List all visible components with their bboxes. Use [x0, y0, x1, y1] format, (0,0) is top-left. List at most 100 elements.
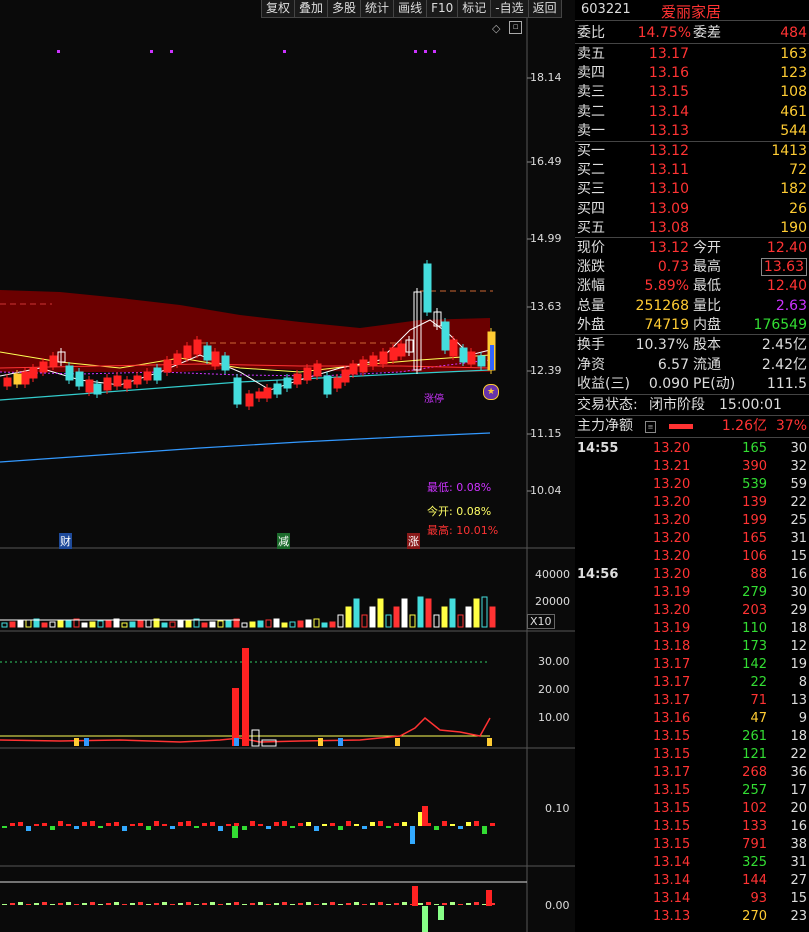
- volume-bar: [177, 620, 184, 628]
- ind2-bar: [242, 826, 247, 830]
- candle-body: [477, 355, 486, 367]
- f10-button[interactable]: F10: [426, 0, 459, 18]
- tick-volume: 261: [742, 729, 767, 744]
- tick-count: 30: [790, 441, 807, 456]
- tick-row[interactable]: 13.20 539 59: [575, 476, 809, 494]
- ask-level[interactable]: 卖三 13.15 108: [575, 83, 809, 102]
- ma-line: [0, 351, 491, 373]
- bid-level[interactable]: 买一 13.12 1413: [575, 142, 809, 161]
- tick-row[interactable]: 13.14 325 31: [575, 854, 809, 872]
- tick-row[interactable]: 13.20 165 31: [575, 530, 809, 548]
- quote-label2: 内盘: [693, 316, 721, 333]
- ind3-bar: [130, 903, 135, 905]
- tick-time: 14:56: [577, 567, 619, 582]
- ind3-bar: [426, 902, 431, 905]
- tick-row[interactable]: 13.17 142 19: [575, 656, 809, 674]
- overlay-button[interactable]: 叠加: [294, 0, 329, 18]
- draw-line-button[interactable]: 画线: [393, 0, 428, 18]
- ask-level[interactable]: 卖二 13.14 461: [575, 103, 809, 122]
- ind3-bar: [106, 903, 111, 905]
- back-button[interactable]: 返回: [527, 0, 562, 18]
- ind2-bar: [422, 806, 428, 826]
- tick-volume: 144: [742, 873, 767, 888]
- tick-row[interactable]: 14:56 13.20 88 16: [575, 566, 809, 584]
- event-coin-icon[interactable]: ★: [483, 384, 499, 400]
- tick-row[interactable]: 13.15 133 16: [575, 818, 809, 836]
- tick-row[interactable]: 13.13 270 23: [575, 908, 809, 926]
- bid-level[interactable]: 买五 13.08 190: [575, 219, 809, 238]
- ind-bar: [251, 729, 260, 747]
- level-price: 13.11: [648, 162, 689, 179]
- ind3-bar: [282, 902, 287, 905]
- tick-row[interactable]: 13.17 71 13: [575, 692, 809, 710]
- tick-row[interactable]: 13.20 199 25: [575, 512, 809, 530]
- tick-row[interactable]: 13.15 257 17: [575, 782, 809, 800]
- volume-bar: [385, 614, 392, 628]
- tick-row[interactable]: 13.19 279 30: [575, 584, 809, 602]
- ind3-bar: [434, 904, 439, 905]
- diamond-icon[interactable]: ◇: [492, 22, 501, 35]
- kline-chart[interactable]: 18.14 16.49 14.99 13.63 12.39 11.15 10.0…: [0, 0, 575, 932]
- tick-price: 13.20: [653, 549, 691, 564]
- level-price: 13.15: [648, 84, 689, 101]
- tick-price: 13.17: [653, 765, 691, 780]
- tick-row[interactable]: 13.20 203 29: [575, 602, 809, 620]
- candle-body: [245, 393, 254, 407]
- main-flow-label: 主力净额: [577, 418, 633, 434]
- tick-count: 27: [790, 873, 807, 888]
- tick-row[interactable]: 13.14 144 27: [575, 872, 809, 890]
- bid-level[interactable]: 买四 13.09 26: [575, 200, 809, 219]
- tick-row[interactable]: 13.16 47 9: [575, 710, 809, 728]
- remove-watchlist-button[interactable]: -自选: [490, 0, 529, 18]
- quote-row: 总量 251268 量比 2.63: [575, 297, 809, 316]
- tick-row[interactable]: 13.15 121 22: [575, 746, 809, 764]
- ind2-bar: [266, 826, 271, 829]
- ind2-bar: [106, 823, 111, 826]
- trade-status-label: 交易状态:: [577, 397, 638, 413]
- reduce-marker[interactable]: 减: [277, 533, 290, 549]
- ind2-bar: [394, 823, 399, 826]
- restore-rights-button[interactable]: 复权: [261, 0, 296, 18]
- tick-price: 13.16: [653, 711, 691, 726]
- mark-button[interactable]: 标记: [457, 0, 492, 18]
- bid-level[interactable]: 买三 13.10 182: [575, 180, 809, 199]
- ind2-bar: [362, 826, 367, 829]
- tick-row[interactable]: 13.15 791 38: [575, 836, 809, 854]
- tick-row[interactable]: 13.17 22 8: [575, 674, 809, 692]
- tick-row[interactable]: 13.19 110 18: [575, 620, 809, 638]
- quote-value: 13.12: [648, 240, 689, 256]
- window-toggle-icon[interactable]: ▫: [509, 21, 522, 34]
- ind2-bar: [314, 826, 319, 831]
- ask-level[interactable]: 卖一 13.13 544: [575, 122, 809, 141]
- statistics-button[interactable]: 统计: [360, 0, 395, 18]
- tick-row[interactable]: 13.21 390 32: [575, 458, 809, 476]
- ask-level[interactable]: 卖五 13.17 163: [575, 45, 809, 64]
- level-label: 卖四: [577, 65, 605, 82]
- stock-name[interactable]: 爱丽家居: [661, 3, 722, 21]
- bid-level[interactable]: 买二 13.11 72: [575, 161, 809, 180]
- tick-row[interactable]: 13.20 106 15: [575, 548, 809, 566]
- ind2-bar: [338, 826, 343, 830]
- tick-row[interactable]: 13.15 102 20: [575, 800, 809, 818]
- ask-level[interactable]: 卖四 13.16 123: [575, 64, 809, 83]
- list-icon[interactable]: ≡: [645, 421, 656, 433]
- ind3-bar: [418, 903, 423, 905]
- tick-row[interactable]: 13.15 261 18: [575, 728, 809, 746]
- rise-marker[interactable]: 涨: [407, 533, 420, 549]
- ind2-bar: [346, 821, 351, 826]
- chart-canvas[interactable]: [0, 0, 575, 932]
- tick-row[interactable]: 13.14 93 15: [575, 890, 809, 908]
- tick-volume: 199: [742, 513, 767, 528]
- multi-stock-button[interactable]: 多股: [327, 0, 362, 18]
- ind2-bar: [306, 822, 311, 826]
- volume-bar: [41, 622, 48, 628]
- tick-row[interactable]: 13.18 173 12: [575, 638, 809, 656]
- ind2-bar: [370, 822, 375, 826]
- level-volume: 461: [780, 103, 807, 120]
- candle-body: [369, 355, 378, 367]
- tick-row[interactable]: 13.20 139 22: [575, 494, 809, 512]
- finance-marker[interactable]: 财: [59, 533, 72, 549]
- tick-row[interactable]: 14:55 13.20 165 30: [575, 440, 809, 458]
- tick-row[interactable]: 13.17 268 36: [575, 764, 809, 782]
- quote-label2: PE(动): [693, 376, 736, 392]
